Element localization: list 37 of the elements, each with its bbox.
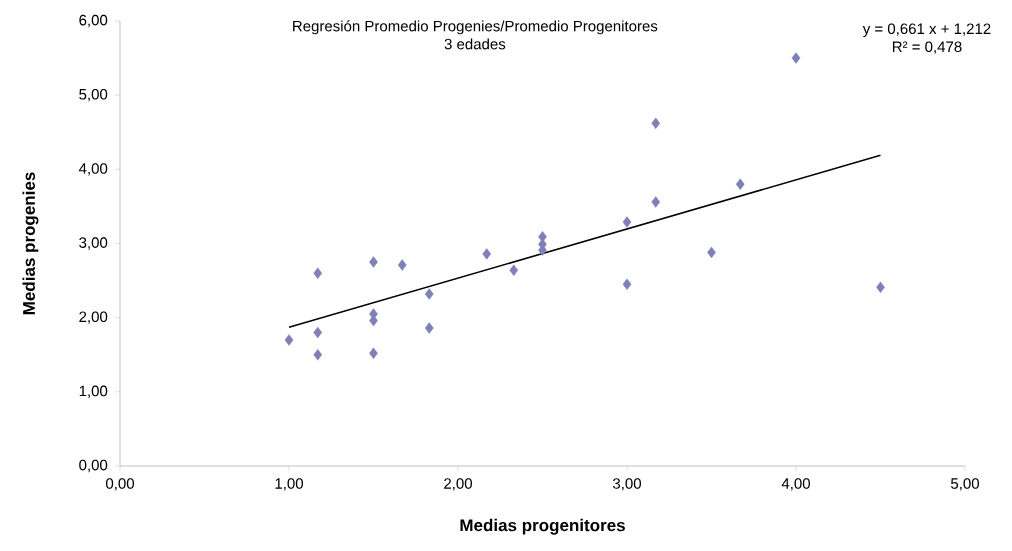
point xyxy=(284,334,294,346)
point xyxy=(369,347,378,359)
y-tick-label: 5,00 xyxy=(79,88,108,102)
y-tick-label: 1,00 xyxy=(79,385,108,399)
x-tick-label: 2,00 xyxy=(444,478,472,491)
point xyxy=(313,349,323,361)
text: 3 edades xyxy=(444,38,506,50)
x-tick-label: 5,00 xyxy=(950,478,979,491)
point xyxy=(369,256,378,268)
point xyxy=(424,288,434,300)
x-tick-label: 3,00 xyxy=(612,478,641,491)
point xyxy=(424,322,434,334)
y-tick-label: 6,00 xyxy=(79,14,108,28)
x-tick-label: 1,00 xyxy=(275,478,304,491)
y-tick-label: 0,00 xyxy=(79,459,108,473)
y-axis-title: Medias progenies xyxy=(22,172,39,315)
y-tick-label: 2,00 xyxy=(79,311,108,324)
point xyxy=(622,216,632,228)
x-tick-label: 4,00 xyxy=(781,478,810,491)
point xyxy=(876,281,885,293)
x-tick-label: 0,00 xyxy=(105,478,135,491)
chart-title: Regresión Promedio Progenies/Promedio Progenitores xyxy=(293,20,658,35)
point xyxy=(651,196,661,208)
point xyxy=(622,278,632,290)
point xyxy=(791,52,801,64)
point xyxy=(313,267,323,279)
point xyxy=(482,248,492,260)
point xyxy=(313,326,323,339)
annotation: R² = 0,478 xyxy=(892,41,962,54)
y-tick-label: 3,00 xyxy=(79,237,108,250)
point xyxy=(651,117,661,130)
annotation: y = 0,661 x + 1,212 xyxy=(862,23,991,38)
point xyxy=(735,178,745,190)
point xyxy=(397,259,407,271)
y-tick-label: 4,00 xyxy=(78,163,108,176)
point xyxy=(509,264,519,276)
x-axis-title: Medias progenitores xyxy=(460,518,625,535)
